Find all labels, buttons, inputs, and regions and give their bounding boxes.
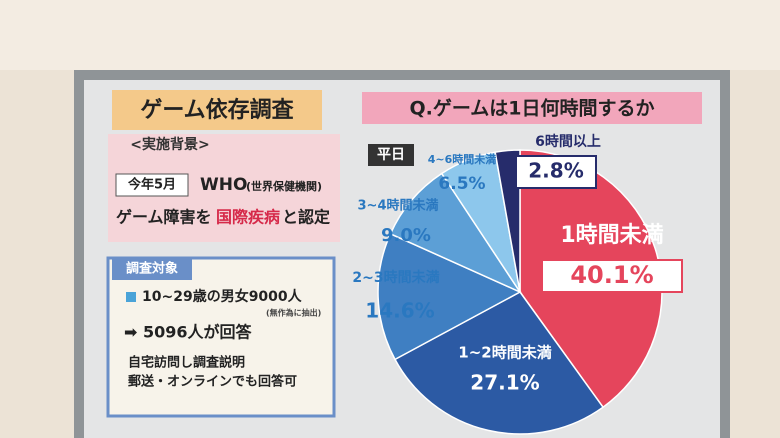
book — [106, 256, 336, 418]
value-label: 14.6% — [365, 299, 434, 323]
value-box — [515, 155, 597, 189]
category-label: 1~2時間未満 — [458, 344, 551, 362]
value-label: 6.5% — [438, 174, 485, 194]
panel-title: ゲーム依存調査 — [140, 97, 294, 123]
target: 10~29歳の男女9000人 — [142, 288, 303, 305]
pie-slice — [393, 291, 605, 435]
heading: <実施背景> — [130, 136, 209, 153]
target-heading: 調査対象 — [126, 261, 178, 277]
method-1: 自宅訪問し調査説明 — [128, 355, 245, 371]
wall — [0, 0, 780, 70]
method-2: 郵送・オンラインでも回答可 — [128, 374, 297, 390]
value-label: 27.1% — [470, 371, 539, 395]
category-label: 4~6時間未満 — [428, 152, 497, 166]
line-a: ゲーム障害を — [116, 208, 212, 227]
category-label: 1時間未満 — [560, 222, 663, 248]
bullet — [126, 292, 136, 302]
subtitle-box — [368, 144, 414, 166]
line-c: と認定 — [282, 208, 330, 227]
chart-subtitle: 平日 — [377, 147, 405, 163]
response: ➡ 5096人が回答 — [124, 323, 253, 342]
value-label: 2.8% — [528, 159, 583, 183]
category-label: 6時間以上 — [535, 133, 601, 150]
target-tab — [112, 258, 192, 280]
value-label: 40.1% — [570, 261, 653, 289]
target-note: (無作為に抽出) — [266, 308, 321, 318]
org: WHO — [200, 175, 247, 195]
pie-slice — [377, 232, 522, 361]
date-box — [115, 173, 189, 197]
date: 今年5月 — [127, 177, 176, 193]
org-note: (世界保健機関) — [246, 179, 322, 193]
value-label: 9.0% — [381, 225, 431, 246]
pie-slice — [494, 149, 521, 293]
pie-slice — [389, 172, 523, 294]
category-label: 2~3時間未満 — [352, 269, 439, 286]
chart-title-box — [362, 92, 702, 124]
category-label: 3~4時間未満 — [358, 198, 439, 214]
chart-title: Q.ゲームは1日何時間するか — [409, 97, 654, 120]
line-b: 国際疾病 — [216, 208, 280, 227]
title-box — [112, 90, 322, 130]
value-box — [541, 259, 683, 293]
